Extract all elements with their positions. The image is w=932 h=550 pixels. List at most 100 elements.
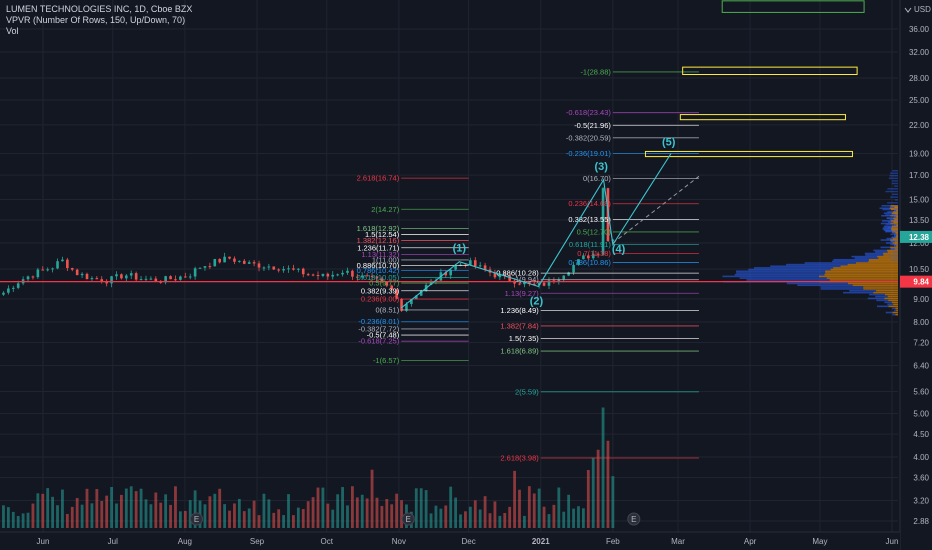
vpvr-row-down <box>894 206 898 208</box>
vpvr-row-down <box>896 233 898 236</box>
candle-body <box>587 255 590 259</box>
fib-set: -1(28.88) -0.618(23.43) -0.5(21.96) -0.382(… <box>566 67 699 267</box>
candle-body <box>503 274 507 276</box>
candle-body <box>154 278 158 282</box>
vpvr-row-up <box>882 220 891 222</box>
x-tick-label: Oct <box>321 537 334 546</box>
candle-body <box>242 260 246 264</box>
fib-level-label: 0.618(10.05) <box>357 273 400 282</box>
y-axis-panel <box>900 0 932 550</box>
volume-indicator-label[interactable]: Vol <box>6 26 19 36</box>
earnings-marker <box>190 512 204 526</box>
vpvr-row-down <box>890 220 898 222</box>
volume-bar <box>75 497 79 528</box>
volume-bar <box>292 515 295 528</box>
volume-bar <box>375 497 379 528</box>
vpvr-row-down <box>891 212 898 214</box>
y-tick-label: 28.00 <box>909 74 930 83</box>
vpvr-row-down <box>891 301 898 304</box>
fib-level-label: 0.618(11.91) <box>569 240 611 249</box>
vpvr-row-down <box>873 291 898 294</box>
candle-body <box>611 239 615 242</box>
volume-bar <box>581 508 585 528</box>
volume-bar <box>159 502 163 528</box>
fib-level-label: -1(28.88) <box>580 67 611 76</box>
fib-level-label: -0.236(8.01) <box>358 317 399 326</box>
volume-bar <box>267 499 271 528</box>
volume-bar <box>331 509 335 528</box>
volume-bar <box>129 486 133 528</box>
candle-body <box>346 270 349 273</box>
vpvr-row-up <box>890 243 895 246</box>
candle-body <box>247 262 251 264</box>
volume-bar <box>139 488 143 528</box>
vpvr-row-down <box>876 289 898 292</box>
vpvr-row-upper <box>890 259 898 261</box>
candle-body <box>469 260 472 265</box>
candle-body <box>179 276 182 280</box>
volume-bar <box>542 506 546 528</box>
fib-level-label: 1.382(12.16) <box>357 236 400 245</box>
volume-bar <box>488 513 492 528</box>
candle-body <box>493 272 497 278</box>
vpvr-row-up <box>892 236 896 239</box>
vpvr-row-down <box>894 243 898 246</box>
vpvr-row-down <box>829 279 898 281</box>
target-box <box>679 114 846 121</box>
fib-level-label: -0.382(7.72) <box>358 324 399 333</box>
y-tick-label: 15.00 <box>909 196 930 205</box>
wave-label: (1) <box>453 243 467 255</box>
candle-body <box>223 256 226 263</box>
x-tick-label: Jul <box>108 537 118 546</box>
symbol-title[interactable]: LUMEN TECHNOLOGIES INC, 1D, Cboe BZX <box>6 4 193 14</box>
vpvr-row-upper <box>890 233 898 236</box>
volume-bar <box>213 493 217 528</box>
candle-body <box>31 276 35 278</box>
vpvr-row-down <box>892 230 898 233</box>
candle-body <box>272 266 276 270</box>
fib-level-label: 1.13(11.32) <box>361 250 399 259</box>
volume-bar <box>370 469 374 528</box>
volume-bar <box>454 497 458 528</box>
volume-bar <box>11 511 15 528</box>
vpvr-row-up <box>736 272 826 274</box>
volume-bar <box>31 503 35 528</box>
vpvr-row-up <box>881 205 891 207</box>
vpvr-row-down <box>891 226 898 229</box>
volume-bar <box>124 488 128 528</box>
volume-bar <box>390 504 394 528</box>
volume-bar <box>149 504 153 528</box>
vpvr-row-upper <box>885 190 898 193</box>
candle-body <box>582 255 585 260</box>
volume-bar <box>503 513 507 528</box>
candle-body <box>301 268 305 275</box>
candle-body <box>129 273 133 276</box>
volume-bar <box>252 500 256 528</box>
poc-price-label: 9.84 <box>913 278 929 287</box>
volume-bar <box>532 493 536 528</box>
volume-bar <box>355 497 359 528</box>
volume-bar <box>591 457 595 528</box>
volume-bar <box>473 500 477 528</box>
volume-bar <box>498 515 502 528</box>
candle-body <box>331 274 335 277</box>
candle-body <box>100 279 104 282</box>
candle-body <box>90 278 94 280</box>
volume-bar <box>65 513 69 528</box>
vpvr-row-down <box>824 273 898 276</box>
vpvr-row-up <box>876 305 889 308</box>
volume-bar <box>2 505 5 528</box>
volume-bar <box>223 504 227 528</box>
y-tick-label: 22.00 <box>909 121 930 130</box>
vpvr-row-down <box>884 297 898 300</box>
fib-level-label: -0.5(21.96) <box>574 121 611 130</box>
candle-body <box>370 276 374 278</box>
vpvr-row-upper <box>890 196 898 198</box>
candle-body <box>356 276 359 278</box>
vpvr-row-up <box>851 255 878 258</box>
vpvr-indicator-label[interactable]: VPVR (Number Of Rows, 150, Up/Down, 70) <box>6 15 186 25</box>
vpvr-row-up <box>820 286 864 288</box>
vpvr-row-down <box>825 270 898 273</box>
candle-body <box>70 268 74 270</box>
